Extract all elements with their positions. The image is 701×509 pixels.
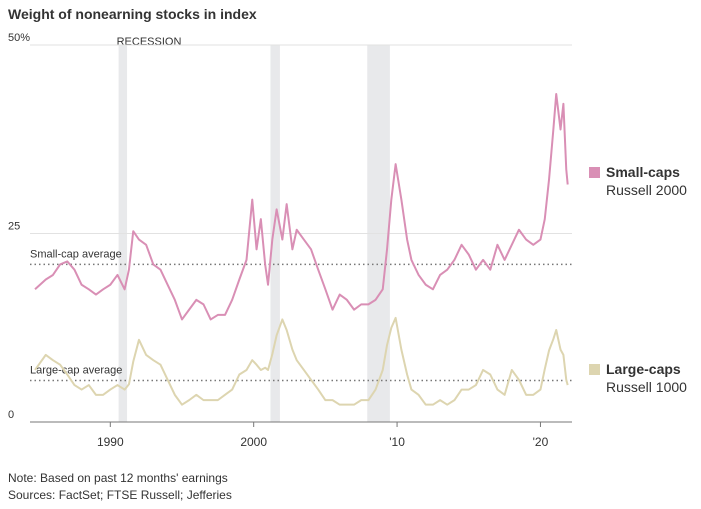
legend-label: Large-caps — [606, 361, 681, 377]
legend-swatch — [589, 167, 600, 178]
x-tick-label: '10 — [389, 435, 405, 449]
average-label: Small-cap average — [30, 248, 122, 260]
average-label: Large-cap average — [30, 365, 122, 377]
source: Sources: FactSet; FTSE Russell; Jefferie… — [8, 488, 232, 502]
x-tick-label: '20 — [533, 435, 549, 449]
legend-label: Small-caps — [606, 164, 680, 180]
y-tick-label: 25 — [8, 221, 20, 233]
recession-label: RECESSION — [117, 36, 182, 48]
legend-index: Russell 1000 — [606, 379, 687, 395]
series-line — [34, 93, 569, 321]
series-line — [34, 316, 569, 406]
x-tick-label: 2000 — [240, 435, 267, 449]
y-tick-label: 50% — [8, 32, 30, 44]
x-tick-label: 1990 — [97, 435, 124, 449]
legend-swatch — [589, 364, 600, 375]
note: Note: Based on past 12 months' earnings — [8, 471, 228, 485]
legend-index: Russell 2000 — [606, 182, 687, 198]
chart-title: Weight of nonearning stocks in index — [8, 6, 257, 22]
y-tick-label: 0 — [8, 409, 14, 421]
